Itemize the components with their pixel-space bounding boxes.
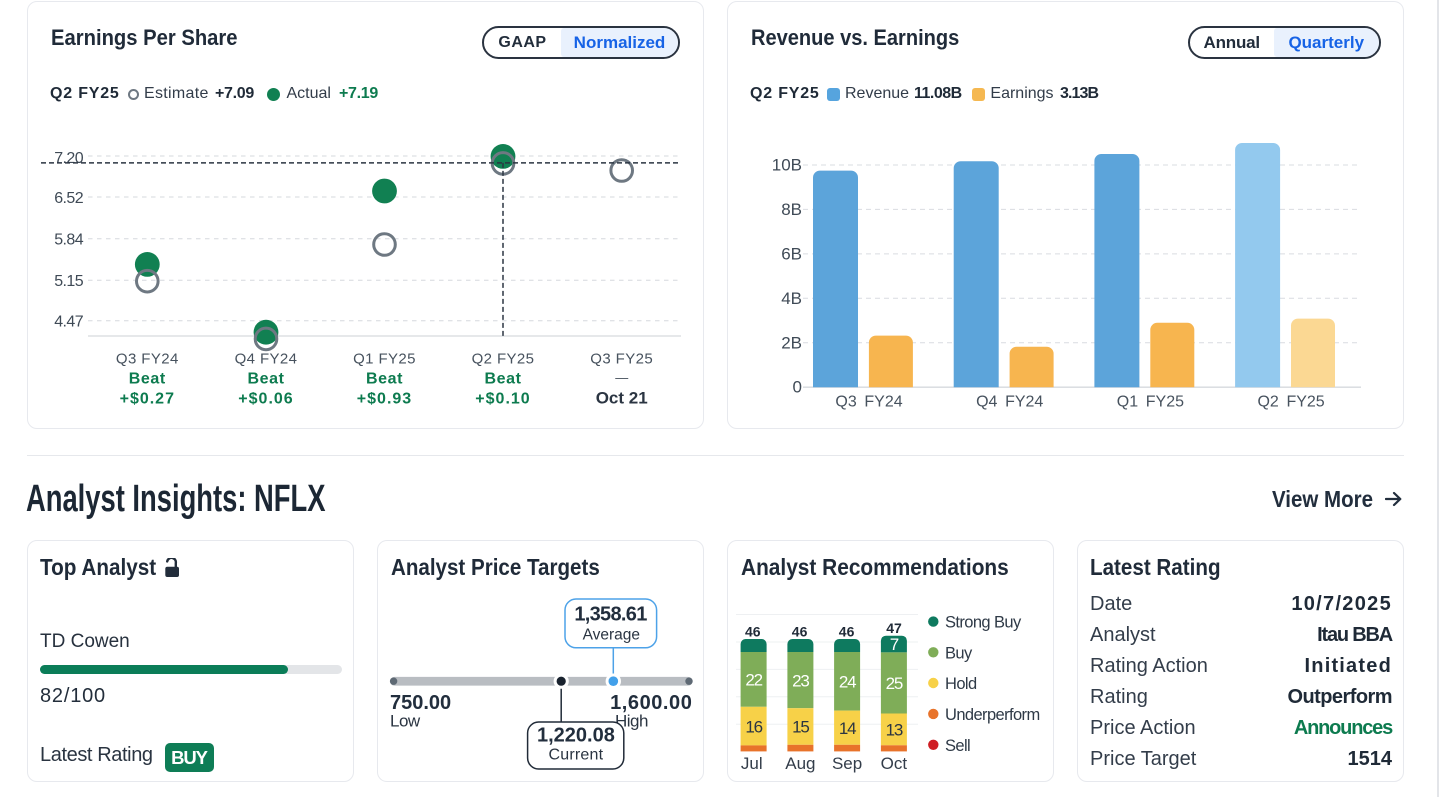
- svg-text:Q1 FY25: Q1 FY25: [353, 351, 416, 368]
- svg-text:Hold: Hold: [945, 675, 977, 693]
- svg-text:22: 22: [745, 671, 762, 690]
- svg-text:24: 24: [839, 673, 856, 692]
- svg-text:+$0.27: +$0.27: [120, 391, 175, 408]
- svg-text:10B: 10B: [772, 156, 802, 175]
- svg-text:Beat: Beat: [129, 371, 166, 388]
- svg-text:46: 46: [745, 623, 761, 639]
- svg-text:5.15: 5.15: [54, 273, 83, 290]
- svg-text:750.00: 750.00: [390, 692, 451, 714]
- svg-text:+$0.93: +$0.93: [357, 391, 412, 408]
- svg-text:Q3 FY24: Q3 FY24: [835, 394, 902, 411]
- svg-text:Sep: Sep: [832, 754, 862, 773]
- svg-text:4.47: 4.47: [54, 314, 83, 331]
- svg-text:Average: Average: [583, 627, 640, 644]
- svg-text:Q4 FY24: Q4 FY24: [235, 351, 298, 368]
- svg-text:Jul: Jul: [741, 754, 763, 773]
- svg-text:Beat: Beat: [366, 371, 403, 388]
- svg-text:7.20: 7.20: [54, 150, 83, 167]
- svg-text:High: High: [615, 712, 648, 731]
- svg-text:14: 14: [839, 719, 856, 738]
- svg-text:Underperform: Underperform: [945, 706, 1040, 724]
- svg-text:16: 16: [745, 717, 762, 736]
- svg-text:Q3 FY24: Q3 FY24: [116, 351, 179, 368]
- svg-text:4B: 4B: [781, 289, 802, 308]
- svg-text:15: 15: [792, 718, 809, 737]
- svg-text:Low: Low: [390, 712, 421, 731]
- svg-text:Oct: Oct: [881, 754, 908, 773]
- svg-text:Aug: Aug: [785, 754, 815, 773]
- svg-text:47: 47: [886, 620, 902, 636]
- svg-text:Q2 FY25: Q2 FY25: [472, 351, 535, 368]
- svg-text:1,358.61: 1,358.61: [574, 604, 647, 626]
- svg-text:Q1 FY25: Q1 FY25: [1117, 394, 1184, 411]
- svg-text:Q3 FY25: Q3 FY25: [590, 351, 653, 368]
- svg-text:25: 25: [886, 674, 903, 693]
- svg-text:Beat: Beat: [247, 371, 284, 388]
- svg-text:0: 0: [793, 378, 802, 397]
- svg-text:Oct 21: Oct 21: [596, 389, 648, 408]
- svg-text:Sell: Sell: [945, 737, 970, 755]
- svg-text:6.52: 6.52: [54, 190, 83, 207]
- svg-text:1,600.00: 1,600.00: [610, 692, 692, 714]
- svg-text:6B: 6B: [781, 244, 802, 263]
- svg-text:46: 46: [792, 623, 808, 639]
- svg-text:Q4 FY24: Q4 FY24: [976, 394, 1043, 411]
- svg-text:Q2 FY25: Q2 FY25: [1257, 394, 1324, 411]
- svg-text:Beat: Beat: [484, 371, 521, 388]
- svg-text:+$0.06: +$0.06: [238, 391, 293, 408]
- svg-text:1,220.08: 1,220.08: [537, 724, 615, 746]
- svg-text:—: —: [615, 370, 628, 385]
- svg-text:5.84: 5.84: [54, 232, 83, 249]
- svg-text:46: 46: [839, 623, 855, 639]
- svg-text:7: 7: [890, 635, 899, 654]
- svg-text:8B: 8B: [781, 200, 802, 219]
- svg-text:23: 23: [792, 671, 809, 690]
- svg-text:+$0.10: +$0.10: [475, 391, 530, 408]
- svg-text:Current: Current: [549, 747, 604, 764]
- svg-text:2B: 2B: [781, 333, 802, 352]
- svg-text:Buy: Buy: [945, 644, 973, 662]
- svg-text:Strong Buy: Strong Buy: [945, 614, 1022, 632]
- svg-text:13: 13: [886, 721, 903, 740]
